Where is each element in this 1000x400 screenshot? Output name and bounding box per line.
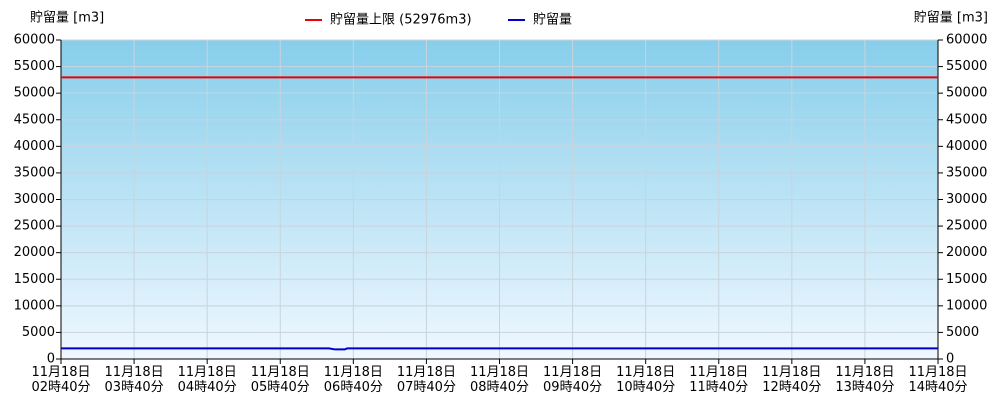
y-axis-title: 貯留量 [m3]	[30, 11, 104, 26]
y2-tick-label: 30000	[946, 192, 987, 207]
y-tick-label: 0	[47, 352, 55, 367]
y2-tick-label: 25000	[946, 219, 987, 234]
y-tick-label: 60000	[14, 33, 55, 48]
x-tick-label: 11月18日 09時40分	[543, 365, 602, 395]
y-tick-label: 25000	[14, 219, 55, 234]
y-tick-label: 55000	[14, 59, 55, 74]
y2-tick-label: 55000	[946, 59, 987, 74]
x-tick-label: 11月18日 12時40分	[762, 365, 821, 395]
x-tick-label: 11月18日 05時40分	[251, 365, 310, 395]
y-tick-label: 40000	[14, 139, 55, 154]
y2-tick-label: 5000	[946, 325, 979, 340]
legend-label: 貯留量上限 (52976m3)	[330, 13, 472, 28]
y-tick-label: 30000	[14, 192, 55, 207]
y2-tick-label: 10000	[946, 298, 987, 313]
x-tick-label: 11月18日 13時40分	[835, 365, 894, 395]
y2-tick-label: 50000	[946, 86, 987, 101]
legend-label: 貯留量	[533, 13, 572, 28]
y2-tick-label: 40000	[946, 139, 987, 154]
x-tick-label: 11月18日 07時40分	[397, 365, 456, 395]
y-tick-label: 10000	[14, 298, 55, 313]
y2-tick-label: 45000	[946, 112, 987, 127]
x-tick-label: 11月18日 02時40分	[31, 365, 90, 395]
x-tick-label: 11月18日 04時40分	[178, 365, 237, 395]
y2-axis-title: 貯留量 [m3]	[914, 11, 988, 26]
y-tick-label: 5000	[22, 325, 55, 340]
y-tick-label: 50000	[14, 86, 55, 101]
y-tick-label: 20000	[14, 245, 55, 260]
y2-tick-label: 0	[946, 352, 954, 367]
x-tick-label: 11月18日 06時40分	[324, 365, 383, 395]
x-tick-label: 11月18日 03時40分	[105, 365, 164, 395]
y2-tick-label: 35000	[946, 165, 987, 180]
y-tick-label: 45000	[14, 112, 55, 127]
x-tick-label: 11月18日 14時40分	[908, 365, 967, 395]
data-line	[61, 347, 938, 351]
y2-tick-label: 15000	[946, 272, 987, 287]
y2-tick-label: 20000	[946, 245, 987, 260]
x-tick-label: 11月18日 08時40分	[470, 365, 529, 395]
y-tick-label: 35000	[14, 165, 55, 180]
x-tick-label: 11月18日 11時40分	[689, 365, 748, 395]
x-tick-label: 11月18日 10時40分	[616, 365, 675, 395]
y-tick-label: 15000	[14, 272, 55, 287]
y2-tick-label: 60000	[946, 33, 987, 48]
